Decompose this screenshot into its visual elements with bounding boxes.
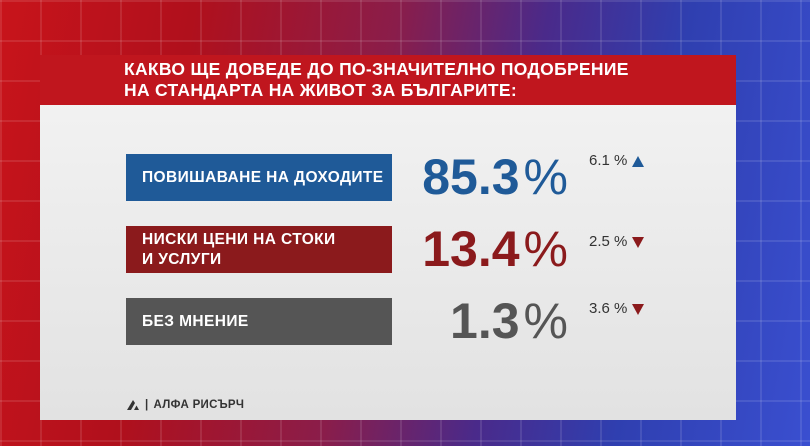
change-value: 3.6 % <box>589 300 628 317</box>
infographic-panel: КАКВО ЩЕ ДОВЕДЕ ДО ПО-ЗНАЧИТЕЛНО ПОДОБРЕ… <box>40 55 736 420</box>
title-line-2: НА СТАНДАРТА НА ЖИВОТ ЗА БЪЛГАРИТЕ: <box>124 80 518 100</box>
trend-up-icon <box>632 155 645 167</box>
row-label-low-prices: НИСКИ ЦЕНИ НА СТОКИ И УСЛУГИ <box>126 226 392 273</box>
change-value: 2.5 % <box>589 233 628 250</box>
value-number: 1.3 <box>450 293 520 349</box>
alpha-research-logo-icon <box>127 400 139 410</box>
row-label-no-opinion-text: БЕЗ МНЕНИЕ <box>142 312 249 330</box>
row-value-income: 85.3% <box>422 152 568 202</box>
percent-sign: % <box>523 221 568 277</box>
title-line-1: КАКВО ЩЕ ДОВЕДЕ ДО ПО-ЗНАЧИТЕЛНО ПОДОБРЕ… <box>124 59 629 79</box>
row-label-low-prices-line-1: НИСКИ ЦЕНИ НА СТОКИ <box>142 230 336 248</box>
row-label-no-opinion: БЕЗ МНЕНИЕ <box>126 298 392 345</box>
row-label-low-prices-line-2: И УСЛУГИ <box>142 250 222 268</box>
percent-sign: % <box>523 149 568 205</box>
trend-down-icon <box>632 303 645 315</box>
row-label-income-text: ПОВИШАВАНЕ НА ДОХОДИТЕ <box>142 168 384 186</box>
source-separator: | <box>145 399 149 411</box>
change-value: 6.1 % <box>589 152 628 169</box>
row-change-income: 6.1 % <box>589 152 645 169</box>
value-number: 13.4 <box>422 221 520 277</box>
title-bar: КАКВО ЩЕ ДОВЕДЕ ДО ПО-ЗНАЧИТЕЛНО ПОДОБРЕ… <box>40 55 736 105</box>
percent-sign: % <box>523 293 568 349</box>
value-number: 85.3 <box>422 149 520 205</box>
source-text: АЛФА РИСЪРЧ <box>153 399 245 411</box>
row-value-no-opinion: 1.3% <box>450 296 568 346</box>
row-change-no-opinion: 3.6 % <box>589 300 645 317</box>
row-change-low-prices: 2.5 % <box>589 233 645 250</box>
source-credit: | АЛФА РИСЪРЧ <box>126 399 244 411</box>
row-value-low-prices: 13.4% <box>422 224 568 274</box>
row-label-income: ПОВИШАВАНЕ НА ДОХОДИТЕ <box>126 154 392 201</box>
trend-down-icon <box>632 236 645 248</box>
